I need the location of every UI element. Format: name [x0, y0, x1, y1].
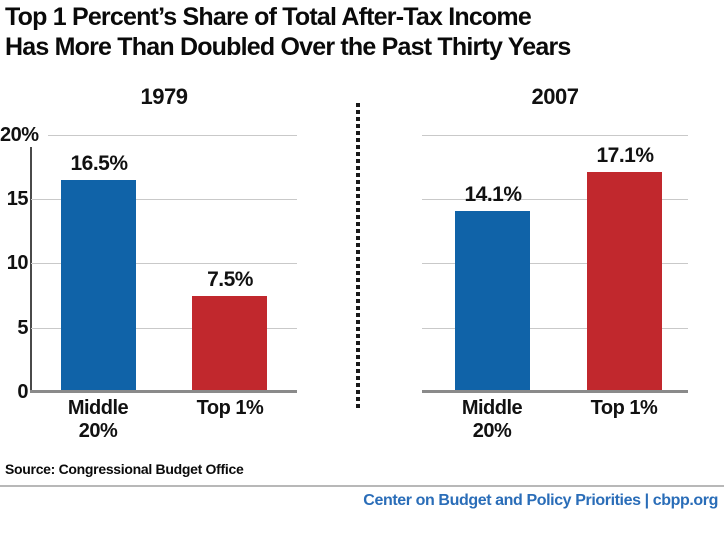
panel-divider-dotted-line — [356, 103, 360, 408]
gridline-20 — [422, 135, 688, 136]
y-tick-5: 5 — [17, 317, 28, 339]
x-axis-line-1979 — [30, 390, 297, 393]
y-tick-20: 20% — [0, 124, 39, 146]
gridline-20 — [48, 135, 297, 136]
gridline-10 — [422, 263, 688, 264]
footer-divider-line — [0, 485, 724, 487]
category-label-2007-top1: Top 1% — [590, 397, 658, 419]
footer-attribution: Center on Budget and Policy Priorities |… — [363, 492, 718, 509]
bar-1979-top1 — [192, 295, 267, 392]
gridline-15 — [31, 199, 297, 200]
value-label-2007-top1: 17.1% — [596, 144, 654, 168]
y-axis-line — [30, 147, 32, 392]
y-tick-10: 10 — [6, 252, 29, 274]
y-tick-0: 0 — [17, 381, 28, 403]
source-note: Source: Congressional Budget Office — [5, 461, 244, 477]
category-label-2007-middle20: Middle 20% — [461, 397, 523, 442]
value-label-1979-top1: 7.5% — [207, 267, 253, 291]
bar-1979-middle20 — [61, 180, 136, 392]
plot-area-1979: 16.5% 7.5% — [31, 135, 297, 392]
gridline-15 — [422, 199, 688, 200]
panel-title-1979: 1979 — [140, 84, 188, 109]
y-tick-15: 15 — [6, 188, 29, 210]
plot-area-2007: 14.1% 17.1% — [422, 135, 688, 392]
gridline-5 — [422, 328, 688, 329]
value-label-2007-middle20: 14.1% — [464, 182, 522, 206]
gridline-5 — [31, 328, 297, 329]
panel-title-2007: 2007 — [531, 84, 579, 109]
value-label-1979-middle20: 16.5% — [70, 152, 128, 175]
gridline-10 — [31, 263, 297, 264]
x-axis-line-2007 — [422, 390, 688, 393]
chart-title: Top 1 Percent’s Share of Total After-Tax… — [5, 3, 571, 61]
bar-2007-top1 — [587, 172, 662, 392]
category-label-1979-top1: Top 1% — [196, 397, 264, 419]
category-label-1979-middle20: Middle 20% — [67, 397, 129, 442]
bar-2007-middle20 — [455, 210, 530, 392]
